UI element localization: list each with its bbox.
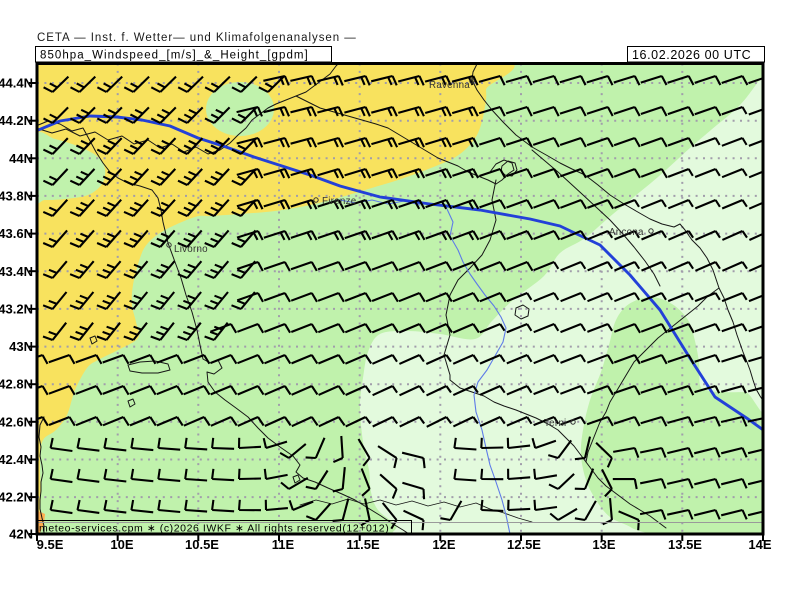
svg-text:Firenze: Firenze: [322, 196, 357, 207]
svg-text:13.5E: 13.5E: [668, 537, 702, 552]
svg-text:9.5E: 9.5E: [37, 537, 64, 552]
svg-text:42N: 42N: [9, 527, 33, 542]
svg-text:Livorno: Livorno: [174, 244, 208, 255]
svg-text:11E: 11E: [272, 537, 295, 552]
svg-text:42.6N: 42.6N: [0, 414, 33, 429]
svg-text:44.4N: 44.4N: [0, 76, 33, 91]
svg-text:850hpa_Windspeed_[m/s]_&_Heigh: 850hpa_Windspeed_[m/s]_&_Height_[gpdm]: [40, 50, 309, 62]
svg-text:CETA — Inst. f. Wetter— und Kl: CETA — Inst. f. Wetter— und Klimafolgena…: [37, 32, 357, 44]
svg-text:43.6N: 43.6N: [0, 226, 33, 241]
svg-text:12.5E: 12.5E: [507, 537, 541, 552]
svg-text:Ravenna: Ravenna: [429, 80, 470, 91]
svg-text:43.8N: 43.8N: [0, 188, 33, 203]
svg-text:13E: 13E: [592, 537, 615, 552]
svg-text:Terni: Terni: [544, 418, 566, 429]
svg-text:44.2N: 44.2N: [0, 113, 33, 128]
svg-text:42.2N: 42.2N: [0, 490, 33, 505]
svg-text:12E: 12E: [432, 537, 455, 552]
svg-text:Ancona: Ancona: [609, 227, 644, 238]
svg-text:43.4N: 43.4N: [0, 264, 33, 279]
svg-text:44N: 44N: [9, 151, 33, 166]
svg-text:42.8N: 42.8N: [0, 377, 33, 392]
svg-text:10E: 10E: [110, 537, 133, 552]
svg-text:10.5E: 10.5E: [185, 537, 219, 552]
svg-text:11.5E: 11.5E: [346, 537, 380, 552]
svg-text:meteo-services.cpm ∗ (c)2026 I: meteo-services.cpm ∗ (c)2026 IWKF ∗ All …: [39, 523, 389, 535]
svg-text:43N: 43N: [9, 339, 33, 354]
svg-text:43.2N: 43.2N: [0, 301, 33, 316]
svg-text:14E: 14E: [748, 537, 771, 552]
svg-text:42.4N: 42.4N: [0, 452, 33, 467]
svg-text:16.02.2026 00 UTC: 16.02.2026 00 UTC: [632, 48, 751, 62]
